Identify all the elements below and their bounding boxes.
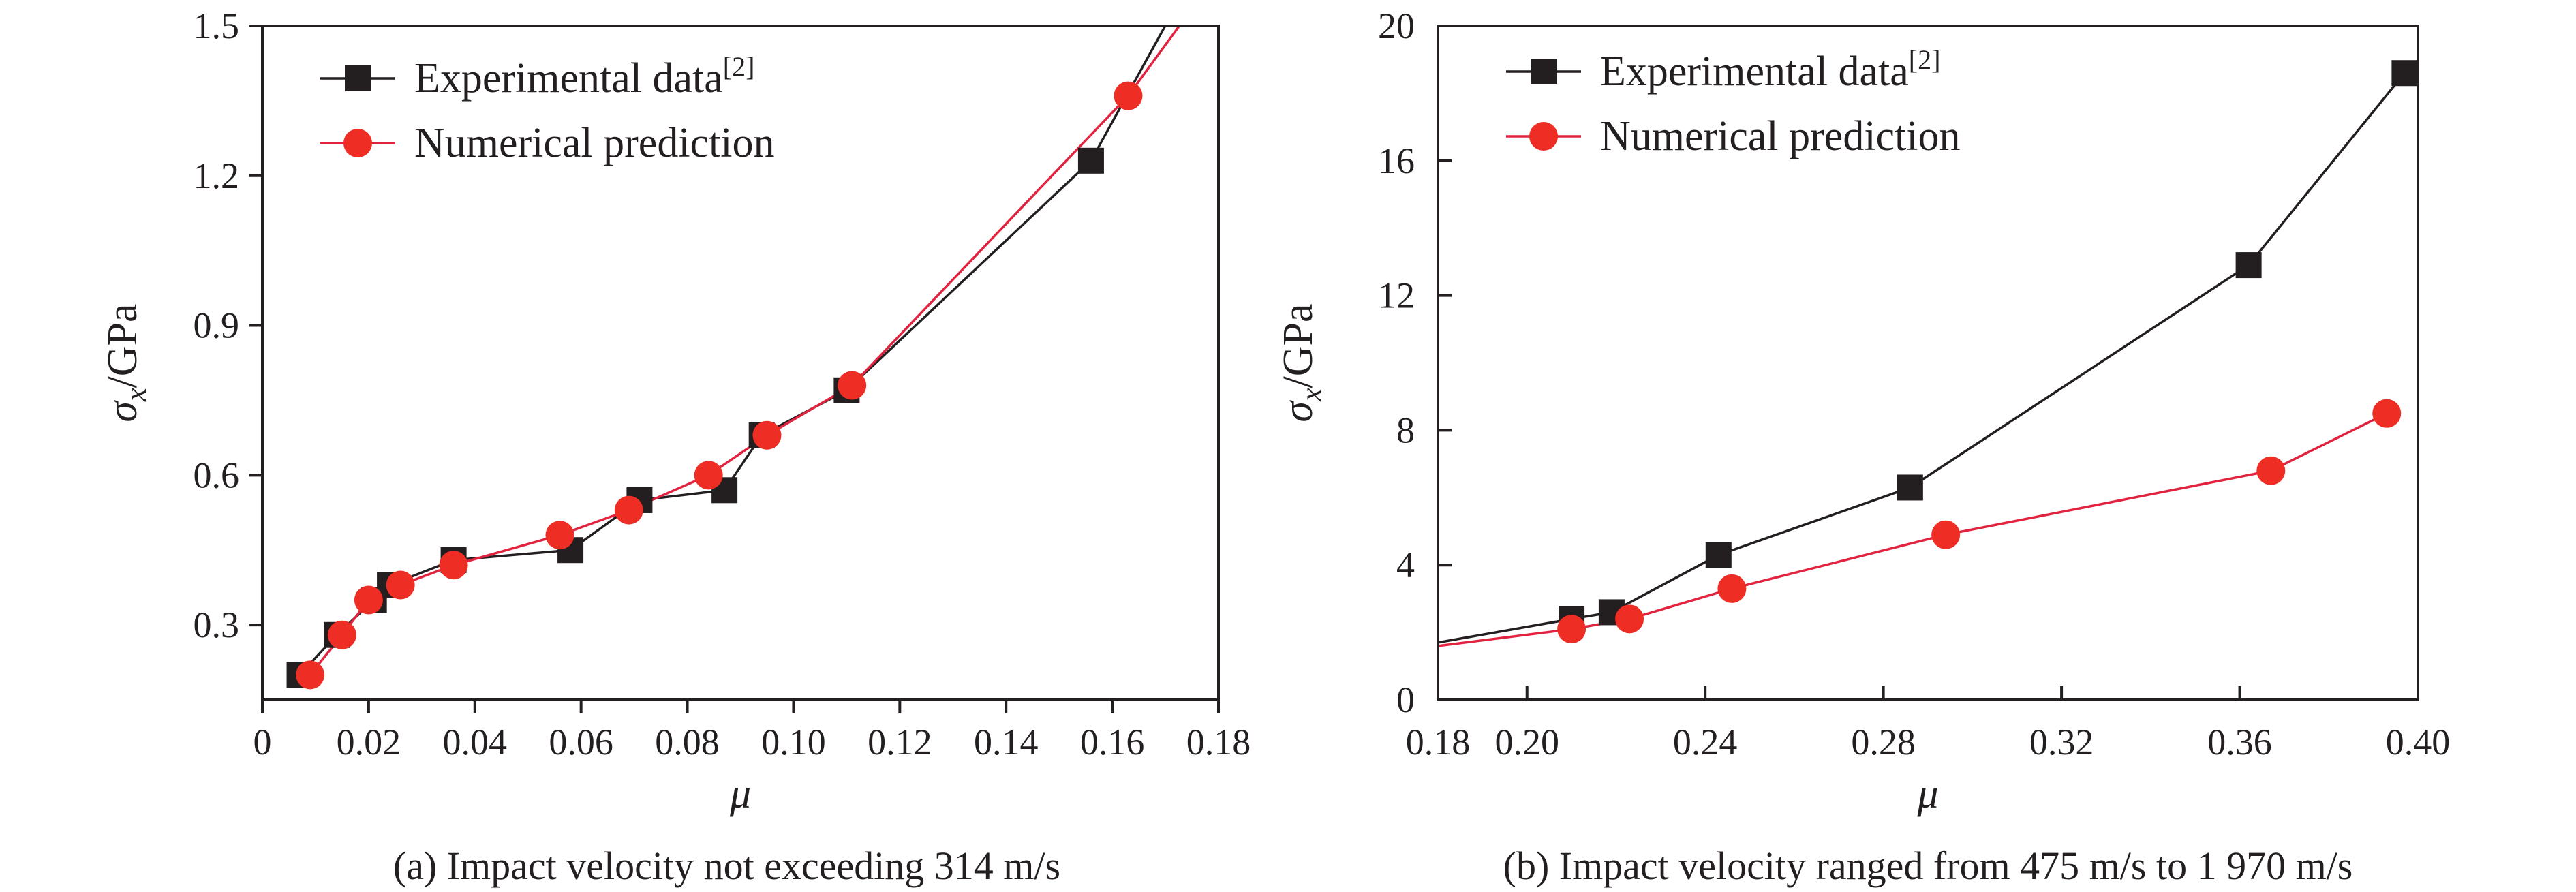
y-axis-label-symbol: σ [99,400,146,422]
y-tick-label: 0.6 [194,455,240,495]
y-tick-label: 4 [1396,544,1415,585]
y-tick-label: 8 [1396,410,1415,450]
x-axis-label: μ [729,771,751,817]
y-axis-label: σx/GPa [99,303,153,422]
x-tick-label: 0.24 [1673,722,1738,763]
data-point-numerical [545,521,574,550]
y-tick-label: 1.5 [194,5,240,46]
data-point-numerical [1615,604,1644,634]
data-point-numerical [1114,81,1143,110]
x-tick-label: 0.08 [655,722,720,763]
legend-marker-experimental [1531,59,1557,84]
series-line-numerical-a [309,26,1181,676]
data-point-numerical [694,461,723,490]
x-tick-label: 0.10 [761,722,826,763]
plot-frame-a [261,25,1220,701]
data-point-numerical [327,620,356,649]
data-point-numerical [1717,574,1747,603]
chart-b: 0.18 0.20 0.24 0.28 0.32 0.36 0.40 0 4 8 12 16 20 μ σx… [1275,5,2450,888]
data-point-numerical [752,420,782,450]
x-tick-label: 0 [254,722,272,763]
y-axis-label-unit: /GPa [99,303,146,388]
y-axis-label-unit: /GPa [1275,303,1321,388]
y-axis-label-symbol: σ [1275,400,1321,422]
y-tick-label: 16 [1378,140,1415,181]
y-axis-label-subscript: x [1295,388,1328,402]
data-point-numerical [1557,615,1586,644]
legend-citation: [2] [723,51,755,82]
legend-marker-numerical [343,129,372,157]
x-tick-label: 0.28 [1851,722,1916,763]
data-point-numerical [1931,520,1961,549]
x-tick-label: 0.14 [974,722,1039,763]
legend-citation: [2] [1909,44,1941,75]
x-tick-label: 0.16 [1080,722,1145,763]
x-tick-label: 0.36 [2207,722,2272,763]
data-point-numerical [296,660,325,690]
x-tick-label: 0.02 [337,722,401,763]
caption-b: (b) Impact velocity ranged from 475 m/s … [1503,844,2353,888]
x-tick-label: 0.12 [868,722,932,763]
data-point-experimental [1705,542,1732,568]
data-point-numerical [838,371,867,400]
y-tick-label: 20 [1378,5,1415,46]
x-tick-label: 0.40 [2386,722,2451,763]
y-tick-label: 12 [1378,275,1415,316]
legend-label-experimental: Experimental data[2] [414,51,754,102]
y-axis-label: σx/GPa [1275,303,1328,422]
data-point-numerical [614,495,643,525]
x-tick-label: 0.20 [1494,722,1559,763]
data-point-numerical [354,585,383,615]
plot-area-a [298,26,1181,676]
caption-a: (a) Impact velocity not exceeding 314 m/… [393,844,1060,888]
legend-marker-numerical [1529,122,1558,151]
data-point-numerical [2256,456,2286,485]
x-tick-label: 0.04 [443,722,508,763]
x-tick-label: 0.18 [1406,722,1471,763]
data-point-experimental [1077,147,1104,174]
legend-label-numerical: Numerical prediction [414,120,775,166]
data-point-numerical [439,551,468,580]
data-point-experimental [1897,474,1923,501]
y-axis-label-subscript: x [119,388,153,402]
y-tick-label: 0 [1396,679,1415,720]
x-axis-label: μ [1916,771,1938,817]
data-point-experimental [2391,60,2418,87]
x-tick-label: 0.06 [549,722,613,763]
legend-label-numerical: Numerical prediction [1600,113,1961,159]
plot-frame-b [1437,25,2419,701]
data-point-numerical [386,570,415,600]
y-tick-label: 0.9 [194,305,240,346]
legend-b: Experimental data[2] Numerical prediction [1506,44,1961,159]
y-tick-label: 0.3 [194,604,240,645]
data-point-experimental [2235,252,2262,279]
series-line-experimental-a [298,26,1167,676]
x-tick-label: 0.18 [1186,722,1251,763]
data-point-numerical [2372,399,2402,428]
legend-a: Experimental data[2] Numerical prediction [320,51,775,166]
y-tick-label: 1.2 [194,155,240,196]
legend-label-experimental: Experimental data[2] [1600,44,1940,95]
legend-marker-experimental [345,65,371,91]
chart-a: 0 0.02 0.04 0.06 0.08 0.10 0.12 0.14 0.16 0.18 0.3… [99,5,1251,888]
x-tick-label: 0.32 [2029,722,2094,763]
